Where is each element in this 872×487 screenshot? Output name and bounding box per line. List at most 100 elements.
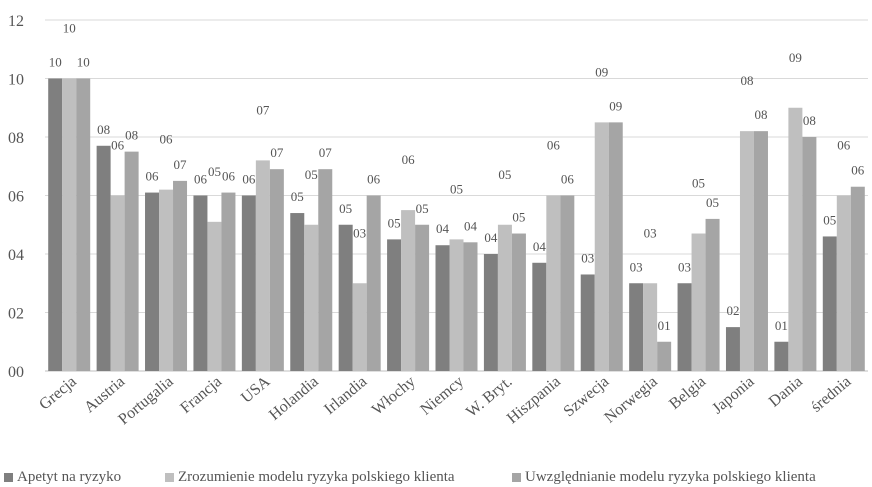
x-category-label: Hiszpania: [504, 373, 564, 427]
bar: [96, 145, 111, 371]
bar: [850, 186, 865, 371]
data-label: 06: [111, 138, 125, 153]
data-label: 05: [416, 201, 429, 216]
legend-label: Uwzględnianie modelu ryzyka polskiego kl…: [525, 469, 816, 485]
bar: [62, 78, 77, 371]
x-category-label: Holandia: [266, 373, 322, 424]
legend: Apetyt na ryzyko Zrozumienie modelu ryzyk…: [0, 467, 872, 487]
bar: [124, 151, 139, 371]
bar: [774, 341, 789, 371]
legend-swatch: [165, 473, 174, 482]
bar: [802, 137, 817, 371]
data-label: 06: [402, 152, 416, 167]
data-label: 03: [644, 225, 657, 240]
data-label: 08: [803, 113, 816, 128]
data-label: 06: [851, 163, 865, 178]
data-label: 08: [754, 107, 767, 122]
y-tick-label: 04: [8, 247, 24, 264]
data-label: 01: [775, 318, 788, 333]
y-tick-label: 12: [8, 13, 24, 30]
x-category-label: Dania: [766, 373, 806, 411]
bars: [48, 78, 865, 371]
data-label: 06: [837, 138, 851, 153]
y-tick-label: 08: [8, 130, 24, 147]
data-label: 05: [305, 167, 318, 182]
data-label: 05: [339, 201, 352, 216]
bar: [511, 233, 526, 371]
bar: [725, 327, 740, 371]
data-label: 03: [678, 259, 691, 274]
data-label: 07: [319, 145, 333, 160]
bar: [193, 195, 208, 371]
bar: [483, 254, 498, 371]
data-label: 04: [436, 221, 450, 236]
data-label: 06: [160, 132, 174, 147]
data-label: 04: [464, 218, 478, 233]
bar: [76, 78, 91, 371]
bar: [497, 224, 512, 371]
bar: [560, 195, 575, 371]
bar: [110, 195, 125, 371]
legend-item: Uwzględnianie modelu ryzyka polskiego kl…: [512, 469, 816, 486]
legend-label: Zrozumienie modelu ryzyka polskiego klie…: [178, 469, 455, 485]
x-category-label: średnia: [808, 373, 854, 416]
data-label: 09: [609, 98, 622, 113]
data-label: 05: [291, 189, 304, 204]
bar: [366, 195, 381, 371]
bar: [415, 224, 430, 371]
bar: [173, 180, 188, 371]
bar: [48, 78, 63, 371]
bar: [435, 245, 450, 371]
data-label: 01: [658, 318, 671, 333]
x-category-label: Grecja: [36, 373, 80, 413]
legend-item: Zrozumienie modelu ryzyka polskiego klie…: [165, 469, 455, 486]
x-category-label: Belgia: [666, 373, 709, 413]
data-label: 09: [789, 50, 802, 65]
bar: [401, 210, 416, 371]
bar: [241, 195, 256, 371]
data-label: 04: [484, 230, 498, 245]
y-tick-label: 06: [8, 189, 24, 206]
x-category-label: Francja: [177, 373, 225, 417]
bar: [145, 192, 160, 371]
bar: [608, 122, 623, 371]
data-label: 06: [194, 172, 208, 187]
bar: [705, 218, 720, 371]
data-label: 07: [174, 157, 188, 172]
data-label: 06: [561, 172, 575, 187]
legend-swatch: [512, 473, 521, 482]
data-label: 05: [692, 176, 705, 191]
data-label: 05: [498, 167, 511, 182]
bar: [255, 160, 270, 371]
data-label: 10: [77, 55, 90, 70]
bar: [207, 221, 222, 371]
data-label: 05: [706, 195, 719, 210]
bar: [546, 195, 561, 371]
bar: [753, 131, 768, 371]
bar: [788, 107, 803, 371]
data-label: 06: [367, 172, 381, 187]
bar: [387, 239, 402, 371]
y-tick-label: 10: [8, 72, 24, 89]
bar: [836, 195, 851, 371]
data-label: 08: [740, 73, 753, 88]
data-label: 03: [630, 259, 643, 274]
bar: [580, 274, 595, 371]
y-tick-label: 02: [8, 306, 24, 323]
data-label: 02: [726, 303, 739, 318]
legend-label: Apetyt na ryzyko: [17, 469, 122, 485]
data-label: 06: [547, 138, 561, 153]
bar: [269, 169, 284, 371]
bar: [822, 236, 837, 371]
data-label: 04: [533, 239, 547, 254]
bar: [532, 262, 547, 371]
bar: [594, 122, 609, 371]
data-label: 10: [49, 55, 62, 70]
legend-swatch: [4, 473, 13, 482]
bar: [290, 213, 305, 371]
bar: [677, 283, 692, 371]
bar: [739, 131, 754, 371]
data-label: 03: [353, 225, 366, 240]
data-label: 05: [823, 212, 836, 227]
